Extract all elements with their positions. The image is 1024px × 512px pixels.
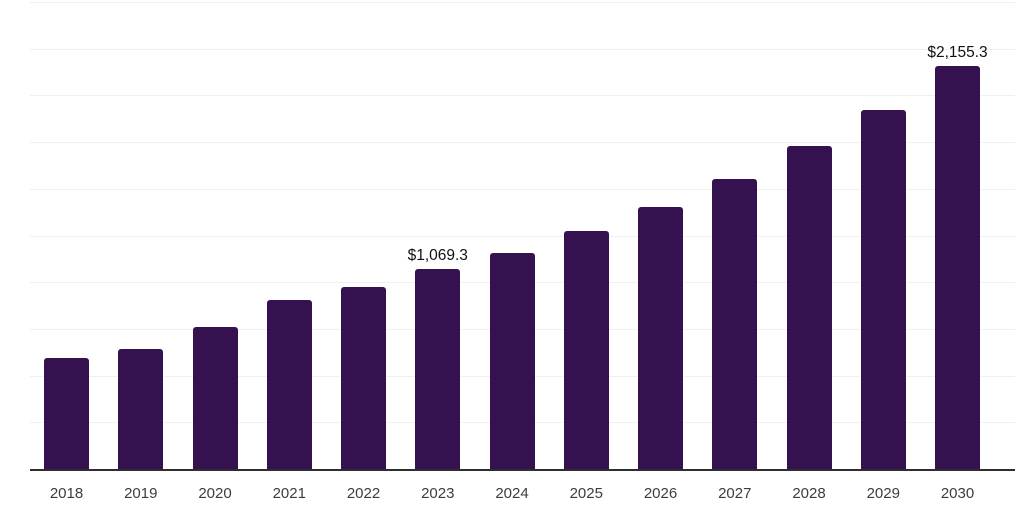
x-tick-label-2018: 2018 [49, 485, 84, 502]
x-tick-label-2028: 2028 [792, 485, 826, 502]
x-tick-label-2025: 2025 [569, 485, 603, 502]
x-tick-label-2019: 2019 [124, 485, 158, 502]
gridline-2250 [30, 48, 1015, 50]
bar-2022 [341, 286, 386, 469]
x-tick-label-2023: 2023 [421, 485, 455, 502]
bar-2025 [563, 231, 609, 469]
gridline-2500 [30, 2, 1015, 3]
x-tick-label-2024: 2024 [495, 485, 529, 502]
x-tick-label-2021: 2021 [272, 485, 306, 502]
x-tick-label-2029: 2029 [866, 485, 900, 502]
bar-2019 [118, 349, 164, 469]
bar-2027 [712, 178, 758, 469]
x-tick-label-2022: 2022 [346, 485, 381, 502]
bar-2023 [415, 269, 461, 469]
bar-2026 [638, 207, 683, 469]
bar-2018 [44, 357, 89, 469]
bar-2020 [192, 327, 238, 469]
x-axis-line [30, 469, 1015, 471]
x-tick-label-2030: 2030 [940, 485, 975, 502]
bar-2029 [860, 110, 906, 469]
x-tick-label-2020: 2020 [198, 485, 232, 502]
gridline-1750 [30, 142, 1015, 144]
x-tick-label-2027: 2027 [718, 485, 752, 502]
data-label-2023: $1,069.3 [407, 247, 468, 265]
gridline-1250 [30, 235, 1015, 237]
bar-2028 [786, 146, 832, 469]
gridline-1500 [30, 188, 1015, 190]
bar-2021 [266, 300, 312, 469]
x-tick-label-2026: 2026 [643, 485, 678, 502]
bar-2030 [935, 66, 980, 469]
bar-2024 [489, 253, 535, 469]
data-label-2030: $2,155.3 [927, 44, 988, 62]
gridline-2000 [30, 95, 1015, 97]
